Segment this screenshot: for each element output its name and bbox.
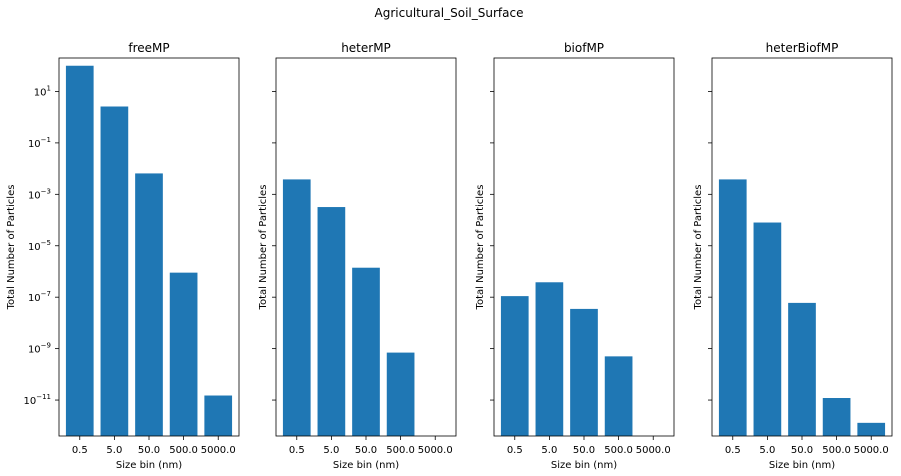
y-axis-label: Total Number of Particles [475, 185, 486, 311]
x-tick-label: 5000.0 [418, 445, 453, 456]
y-axis-label: Total Number of Particles [6, 185, 17, 311]
panel-freeMP: 0.5 5.0 50.0 500.0 5000.0 101 10−1 10−3 10−5 10−7… [6, 41, 240, 471]
bar-biofMP-500.0 [604, 356, 633, 436]
bar-freeMP-5.0 [100, 106, 129, 436]
y-tick-label: 10−3 [28, 187, 51, 201]
panel-heterMP: 0.5 5.0 50.0 500.0 5000.0 heterMP Size bin (nm… [258, 41, 457, 471]
x-tick-label: 50.0 [138, 445, 160, 456]
x-tick-label: 500.0 [822, 445, 851, 456]
y-tick-label: 10−1 [28, 136, 51, 150]
x-tick-label: 5000.0 [854, 445, 889, 456]
panel-title: heterBiofMP [766, 41, 839, 55]
y-tick-label: 101 [34, 84, 51, 98]
bar-biofMP-50.0 [570, 308, 598, 436]
y-tick-label: 10−9 [28, 342, 51, 356]
x-tick-label: 5000.0 [201, 445, 236, 456]
bar-heterBiofMP-50.0 [788, 302, 816, 436]
x-tick-label: 0.5 [72, 445, 88, 456]
bar-biofMP-0.5 [500, 296, 529, 436]
y-axis-label: Total Number of Particles [693, 185, 704, 311]
panel-title: biofMP [564, 41, 604, 55]
x-tick-label: 5000.0 [636, 445, 671, 456]
bar-biofMP-5.0 [535, 282, 564, 436]
bar-heterMP-0.5 [282, 179, 311, 436]
bar-freeMP-0.5 [65, 65, 94, 437]
panel-title: heterMP [341, 41, 391, 55]
y-tick-label: 10−11 [23, 393, 51, 407]
bar-heterBiofMP-500.0 [822, 398, 851, 436]
panel-title: freeMP [128, 41, 169, 55]
x-axis-label: Size bin (nm) [333, 460, 399, 471]
bar-heterBiofMP-5000.0 [857, 422, 886, 436]
bar-freeMP-50.0 [135, 173, 163, 437]
x-tick-label: 500.0 [169, 445, 198, 456]
panel-biofMP: 0.5 5.0 50.0 500.0 5000.0 biofMP Size bin (nm)… [475, 41, 675, 471]
x-tick-label: 50.0 [573, 445, 595, 456]
bar-heterBiofMP-0.5 [718, 179, 747, 436]
x-axis-label: Size bin (nm) [116, 460, 182, 471]
x-tick-label: 50.0 [355, 445, 377, 456]
bar-heterBiofMP-5.0 [753, 222, 782, 436]
x-tick-label: 5.0 [759, 445, 775, 456]
x-axis-label: Size bin (nm) [769, 460, 835, 471]
x-tick-label: 0.5 [725, 445, 741, 456]
x-tick-label: 5.0 [323, 445, 339, 456]
bar-heterMP-500.0 [386, 352, 415, 436]
y-tick-label: 10−7 [28, 290, 51, 304]
y-tick-label: 10−5 [28, 239, 51, 253]
bar-heterMP-50.0 [352, 267, 380, 436]
figure-title: Agricultural_Soil_Surface [375, 6, 524, 20]
x-tick-label: 5.0 [541, 445, 557, 456]
x-tick-label: 500.0 [386, 445, 415, 456]
x-tick-label: 5.0 [106, 445, 122, 456]
panel-heterBiofMP: 0.5 5.0 50.0 500.0 5000.0 heterBiofMP Size bin… [693, 41, 893, 471]
x-axis-label: Size bin (nm) [551, 460, 617, 471]
x-tick-label: 0.5 [289, 445, 305, 456]
x-tick-label: 0.5 [507, 445, 523, 456]
x-tick-label: 50.0 [791, 445, 813, 456]
x-tick-label: 500.0 [604, 445, 633, 456]
y-axis-label: Total Number of Particles [258, 185, 269, 311]
bar-freeMP-5000.0 [204, 395, 233, 436]
bar-freeMP-500.0 [169, 272, 198, 436]
bar-heterMP-5.0 [317, 207, 346, 436]
